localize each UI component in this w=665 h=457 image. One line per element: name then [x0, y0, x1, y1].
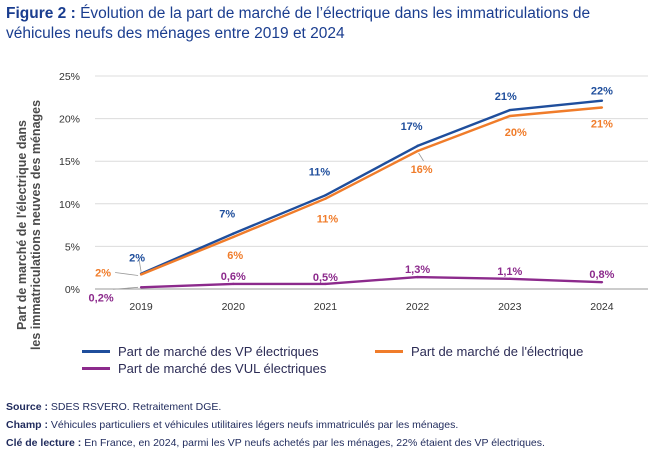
data-label: 0,6% [221, 271, 246, 283]
series-line-2 [141, 275, 602, 289]
y-axis-label-line: les immatriculations neuves des ménages [29, 100, 43, 350]
series-line-1 [140, 106, 603, 276]
data-point [508, 277, 511, 280]
data-point [508, 114, 511, 118]
data-point [232, 232, 235, 235]
data-label: 20% [505, 127, 527, 139]
legend-item-vul: Part de marché des VUL électriques [82, 361, 326, 376]
y-tick-label: 20% [59, 114, 80, 126]
label-leader [113, 286, 139, 290]
data-label: 2% [95, 268, 111, 280]
y-tick-label: 0% [65, 284, 80, 296]
data-point [139, 273, 143, 276]
data-point [600, 106, 604, 109]
legend-swatch-vul [82, 367, 110, 370]
data-label: 22% [591, 86, 613, 98]
legend-swatch-vp [82, 350, 110, 353]
x-tick-label: 2019 [129, 301, 153, 313]
legend-item-vp: Part de marché des VP électriques [82, 344, 319, 359]
data-point [324, 197, 327, 200]
legend-swatch-elec [375, 350, 403, 353]
data-point [139, 286, 143, 289]
x-tick-label: 2023 [498, 301, 522, 313]
data-label: 17% [401, 121, 423, 133]
data-point [416, 144, 419, 148]
note-cle: Clé de lecture : En France, en 2024, par… [6, 437, 545, 449]
data-label: 2% [129, 253, 145, 265]
x-tick-label: 2022 [406, 301, 430, 313]
data-point [324, 282, 327, 286]
y-tick-label: 10% [59, 199, 80, 211]
data-point [416, 149, 419, 153]
note-source: Source : SDES RSVERO. Retraitement DGE. [6, 401, 222, 413]
data-label: 0,8% [589, 269, 614, 281]
data-label: 11% [317, 214, 339, 226]
y-axis-label-line: Part de marché de l'électrique dans [15, 120, 29, 330]
data-point [508, 108, 511, 112]
data-label: 11% [309, 166, 331, 178]
data-point [600, 280, 604, 284]
y-tick-label: 5% [65, 241, 80, 253]
figure-title: Figure 2 : Évolution de la part de march… [6, 4, 656, 44]
note-champ: Champ : Véhicules particuliers et véhicu… [6, 419, 459, 431]
data-point [600, 99, 604, 102]
data-label: 7% [219, 209, 235, 221]
legend-label-vp: Part de marché des VP électriques [118, 344, 319, 359]
data-label: 16% [411, 164, 433, 176]
x-tick-label: 2021 [314, 301, 338, 313]
figure-label: Figure 2 : [6, 5, 76, 22]
data-label: 21% [591, 119, 613, 131]
x-tick-label: 2020 [222, 301, 246, 313]
data-label: 1,1% [497, 266, 522, 278]
data-point [232, 282, 235, 286]
label-leader [418, 152, 424, 162]
label-leader [138, 259, 142, 272]
legend-label-elec: Part de marché de l'électrique [411, 344, 584, 359]
data-label: 6% [227, 250, 243, 262]
data-point [324, 194, 327, 197]
label-leader [115, 272, 139, 276]
series-line-0 [140, 99, 603, 275]
legend-label-vul: Part de marché des VUL électriques [118, 361, 327, 376]
data-label: 0,5% [313, 272, 338, 284]
data-point [232, 235, 235, 239]
data-label: 1,3% [405, 264, 430, 276]
y-tick-label: 25% [59, 71, 80, 83]
notes: Source : SDES RSVERO. Retraitement DGE. … [6, 398, 545, 452]
data-label: 0,2% [89, 292, 114, 304]
line-chart: 0% 5% 10% 15% 20% 25% 2019 2020 2021 2022 2023 2024… [15, 71, 648, 350]
y-axis-label: Part de marché de l'électrique dansles i… [15, 100, 43, 350]
data-point [416, 275, 419, 279]
data-label: 21% [495, 91, 517, 103]
y-tick-label: 15% [59, 156, 80, 168]
legend-item-elec: Part de marché de l'électrique [375, 344, 583, 359]
figure-title-text: Évolution de la part de marché de l’élec… [6, 5, 591, 42]
x-tick-label: 2024 [590, 301, 614, 313]
